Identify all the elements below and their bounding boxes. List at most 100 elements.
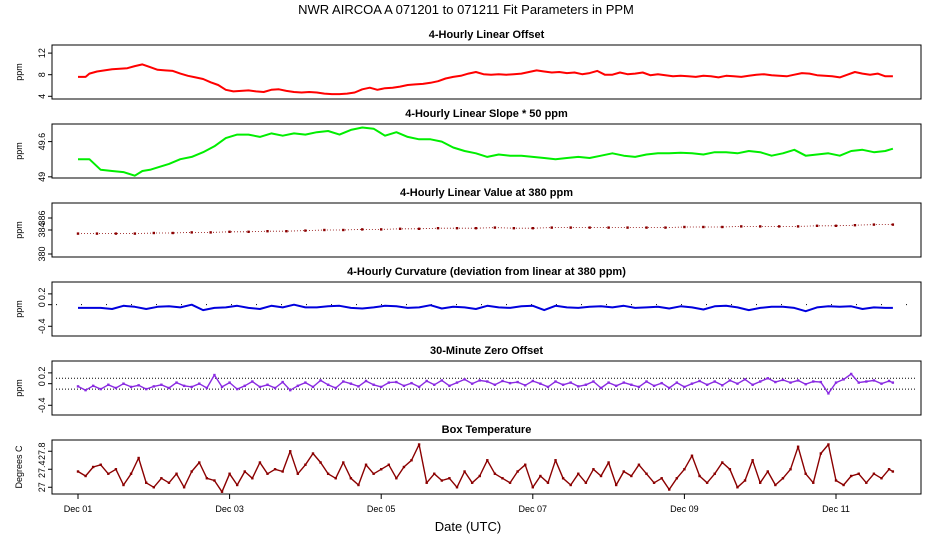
data-point [584, 383, 588, 386]
data-point [546, 481, 550, 484]
data-point [607, 461, 610, 464]
y-tick-label: 12 [37, 48, 47, 58]
data-point [205, 477, 209, 480]
y-tick-label: 27 [37, 482, 47, 492]
x-tick-label: Dec 01 [64, 504, 93, 514]
data-point [857, 381, 860, 384]
data-point [705, 481, 709, 484]
data-point [539, 382, 542, 385]
data-point [380, 385, 383, 389]
data-point [872, 472, 876, 475]
data-point [425, 379, 428, 383]
panel-title: Box Temperature [442, 424, 532, 436]
data-point [228, 230, 231, 233]
data-point [311, 385, 315, 389]
y-tick-label: 49 [37, 172, 47, 182]
data-point [182, 384, 186, 388]
data-point [319, 461, 322, 464]
data-point [690, 382, 694, 385]
data-point [766, 470, 769, 473]
data-point [531, 379, 534, 383]
data-point [554, 459, 557, 462]
data-point [774, 380, 777, 384]
data-point [622, 381, 625, 384]
data-point [417, 443, 421, 446]
data-point [777, 225, 781, 228]
data-point [190, 231, 193, 234]
data-point [205, 386, 209, 390]
data-point [713, 472, 716, 475]
plot-frame [51, 123, 922, 179]
data-point [342, 461, 345, 464]
data-point [273, 468, 277, 471]
data-point [410, 459, 413, 462]
data-point [319, 379, 322, 382]
panel-title: 30-Minute Zero Offset [430, 345, 543, 357]
data-point [84, 388, 87, 392]
data-point [486, 459, 489, 462]
data-point [160, 383, 163, 386]
data-point [281, 470, 284, 473]
y-axis-label: ppm [14, 63, 24, 81]
y-tick-label: 386 [37, 210, 47, 225]
y-axis-label: ppm [14, 142, 24, 160]
data-point [463, 378, 466, 381]
data-point [107, 472, 110, 475]
data-point [334, 386, 337, 390]
data-point [228, 381, 231, 384]
data-point [759, 225, 762, 228]
plot-frame [51, 439, 922, 495]
data-point [531, 486, 534, 489]
x-axis: Dec 01 Dec 03 Dec 05 Dec 07 Dec 09 Dec 11 [64, 494, 850, 514]
data-point [721, 384, 724, 387]
data-point [774, 483, 777, 487]
data-point [364, 379, 368, 383]
data-point [304, 229, 307, 232]
data-point [160, 477, 163, 480]
data-point [652, 384, 656, 388]
data-point [865, 481, 868, 484]
data-point [690, 454, 694, 457]
data-point [247, 230, 250, 233]
data-point [702, 225, 705, 229]
data-point [827, 392, 830, 395]
data-point [614, 483, 618, 487]
data-point [592, 468, 595, 471]
data-point [842, 483, 845, 487]
y-tick-label: 8 [37, 72, 47, 77]
data-point [289, 450, 292, 453]
data-point [220, 490, 224, 493]
data-point [508, 481, 512, 484]
x-tick-label: Dec 07 [519, 504, 548, 514]
data-point [296, 384, 300, 388]
data-point [789, 468, 792, 471]
data-point [796, 445, 800, 448]
data-point [622, 470, 625, 473]
data-point [660, 477, 663, 480]
data-point [501, 379, 504, 383]
data-point [304, 463, 307, 466]
data-point [675, 477, 679, 480]
data-point [721, 225, 724, 229]
data-point [668, 386, 671, 390]
data-point [417, 227, 421, 230]
data-point [751, 383, 754, 386]
data-point [455, 486, 459, 489]
data-point [630, 474, 633, 478]
data-point [607, 226, 610, 229]
series-line [77, 443, 894, 493]
data-point [167, 481, 171, 484]
panel-3: 4-Hourly Linear Value at 380 ppm 380 38438… [14, 187, 922, 262]
data-point [550, 226, 553, 229]
data-point [455, 381, 459, 384]
plot-frame [51, 360, 922, 416]
x-tick-label: Dec 03 [215, 504, 244, 514]
data-point [645, 380, 648, 383]
data-point [410, 381, 413, 385]
data-point [721, 461, 724, 464]
data-point [281, 380, 284, 384]
data-point [220, 385, 224, 389]
y-tick-label: 380 [37, 246, 47, 261]
data-point [425, 481, 428, 484]
data-point [266, 472, 269, 475]
